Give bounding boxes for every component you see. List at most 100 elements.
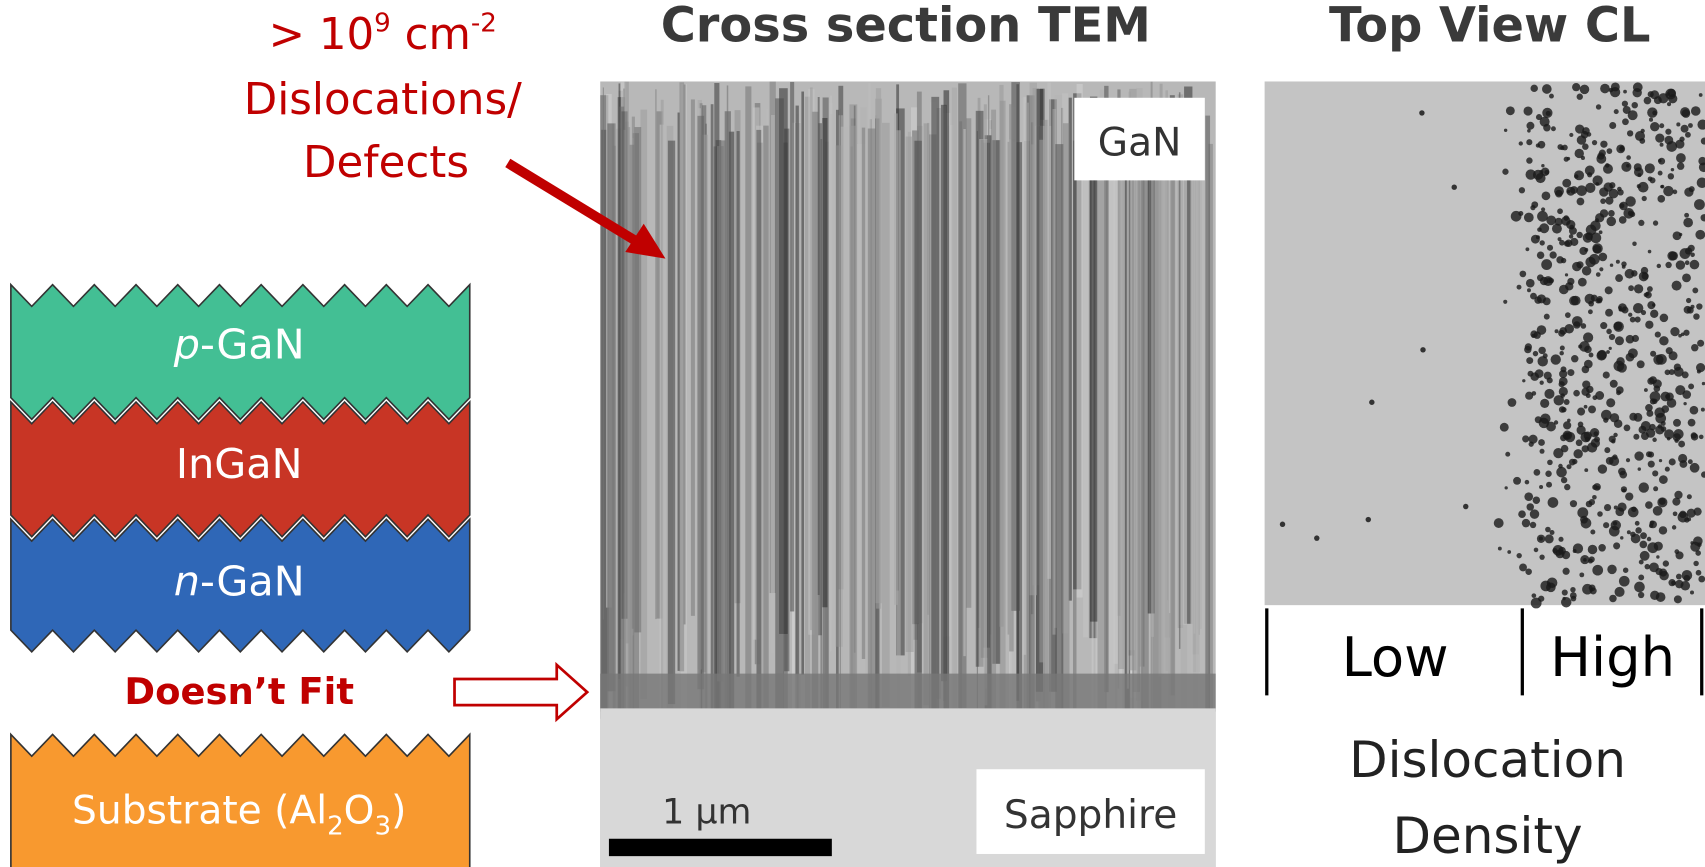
cl-dot — [1537, 211, 1548, 222]
tem-streak — [894, 113, 898, 604]
cl-dot — [1584, 405, 1588, 409]
cl-dot — [1577, 94, 1583, 100]
cl-dot — [1563, 421, 1571, 429]
cl-dot — [1494, 518, 1504, 528]
cl-dot — [1549, 251, 1556, 258]
cl-dot — [1652, 303, 1655, 306]
tem-streak — [931, 97, 939, 734]
cl-dot — [1647, 286, 1653, 292]
mismatch-label: Doesn’t Fit — [124, 670, 354, 713]
cl-dot — [1600, 141, 1607, 148]
cl-dot — [1641, 421, 1651, 431]
caption: Density — [1392, 807, 1582, 865]
tem-streak — [1205, 116, 1210, 759]
cl-dot — [1560, 345, 1565, 350]
cl-dot — [1660, 314, 1669, 323]
cl-dot — [1627, 530, 1631, 534]
cl-dot — [1656, 555, 1659, 558]
cl-dot — [1688, 459, 1693, 464]
cl-dot — [1567, 190, 1570, 193]
cl-dot — [1522, 379, 1525, 382]
cl-dot — [1545, 471, 1551, 477]
cl-dot — [1595, 391, 1604, 400]
cl-dot — [1655, 413, 1666, 424]
cl-dot — [1621, 306, 1628, 313]
annotation-line: Dislocations/ — [244, 75, 522, 125]
cl-dot — [1559, 406, 1566, 413]
cl-dot — [1546, 482, 1552, 488]
tem-streak — [668, 141, 675, 705]
hollow-arrow — [455, 665, 588, 719]
cl-dot — [1639, 138, 1645, 144]
cl-dot — [1693, 507, 1701, 515]
cl-dot — [1639, 541, 1647, 549]
cl-dot — [1572, 262, 1581, 271]
cl-dot — [1639, 482, 1649, 492]
cl-dot — [1523, 106, 1532, 115]
cl-dot — [1631, 534, 1641, 544]
cl-dot — [1598, 464, 1607, 473]
cl-dot — [1571, 355, 1578, 362]
cl-dot — [1554, 395, 1564, 405]
cl-dot — [1592, 495, 1597, 500]
cl-dot — [1551, 354, 1561, 364]
cl-dot — [1572, 83, 1580, 91]
cl-dot — [1622, 118, 1629, 125]
cl-dot — [1676, 122, 1680, 126]
tem-streak — [915, 141, 922, 714]
figure: GaNSapphire1 µm > 109 cm-2 Dislocations/… — [0, 0, 1705, 867]
cl-dot — [1650, 310, 1658, 318]
cl-dot — [1635, 521, 1640, 526]
cl-dot — [1561, 477, 1567, 483]
cl-dot — [1565, 273, 1568, 276]
cl-dot — [1674, 595, 1682, 603]
cl-dot — [1652, 438, 1656, 442]
cl-dot — [1622, 265, 1626, 269]
cl-dot — [1591, 295, 1598, 302]
tem-streak — [634, 127, 641, 632]
cl-dot — [1645, 501, 1653, 509]
cl-dot — [1559, 370, 1567, 378]
cl-dot — [1692, 287, 1698, 293]
cl-dot — [1548, 497, 1559, 508]
cl-dot — [1647, 107, 1657, 117]
cl-dot — [1694, 199, 1705, 210]
cl-dot — [1610, 263, 1613, 266]
cl-dot — [1552, 224, 1562, 234]
image-label: Sapphire — [1004, 793, 1177, 838]
cl-dot — [1688, 123, 1693, 128]
cl-dot — [1660, 143, 1664, 147]
cl-dot — [1576, 439, 1583, 446]
cl-dot — [1659, 459, 1662, 462]
cl-dot — [1598, 544, 1606, 552]
cl-dot — [1589, 353, 1594, 358]
cl-dot — [1570, 500, 1577, 507]
cl-dot — [1540, 449, 1545, 454]
cl-dot — [1522, 435, 1529, 442]
cl-dot — [1582, 366, 1590, 374]
cl-dot — [1684, 188, 1693, 197]
cl-dot — [1659, 498, 1666, 505]
cl-dot — [1526, 139, 1532, 145]
cl-dot — [1676, 153, 1686, 163]
cl-dot — [1638, 575, 1644, 581]
cl-dot — [1537, 227, 1542, 232]
cl-dot — [1584, 248, 1588, 252]
tem-streak — [697, 116, 704, 689]
cl-dot — [1572, 459, 1577, 464]
tem-streak — [1000, 101, 1006, 756]
cl-dot — [1452, 184, 1457, 189]
tem-streak — [763, 126, 769, 708]
cl-dot — [1649, 118, 1653, 122]
cl-dot — [1516, 553, 1521, 558]
cl-dot — [1609, 526, 1620, 537]
cl-dot — [1659, 569, 1667, 577]
substrate-label: Substrate (Al2O3) — [72, 789, 406, 842]
cl-dot — [1641, 310, 1646, 315]
cl-dot — [1592, 140, 1597, 145]
density-annotation: > 109 cm-2 — [269, 9, 497, 60]
cl-dot — [1614, 419, 1623, 428]
cl-dot — [1567, 278, 1574, 285]
cl-dot — [1631, 270, 1637, 276]
cl-dot — [1547, 245, 1553, 251]
